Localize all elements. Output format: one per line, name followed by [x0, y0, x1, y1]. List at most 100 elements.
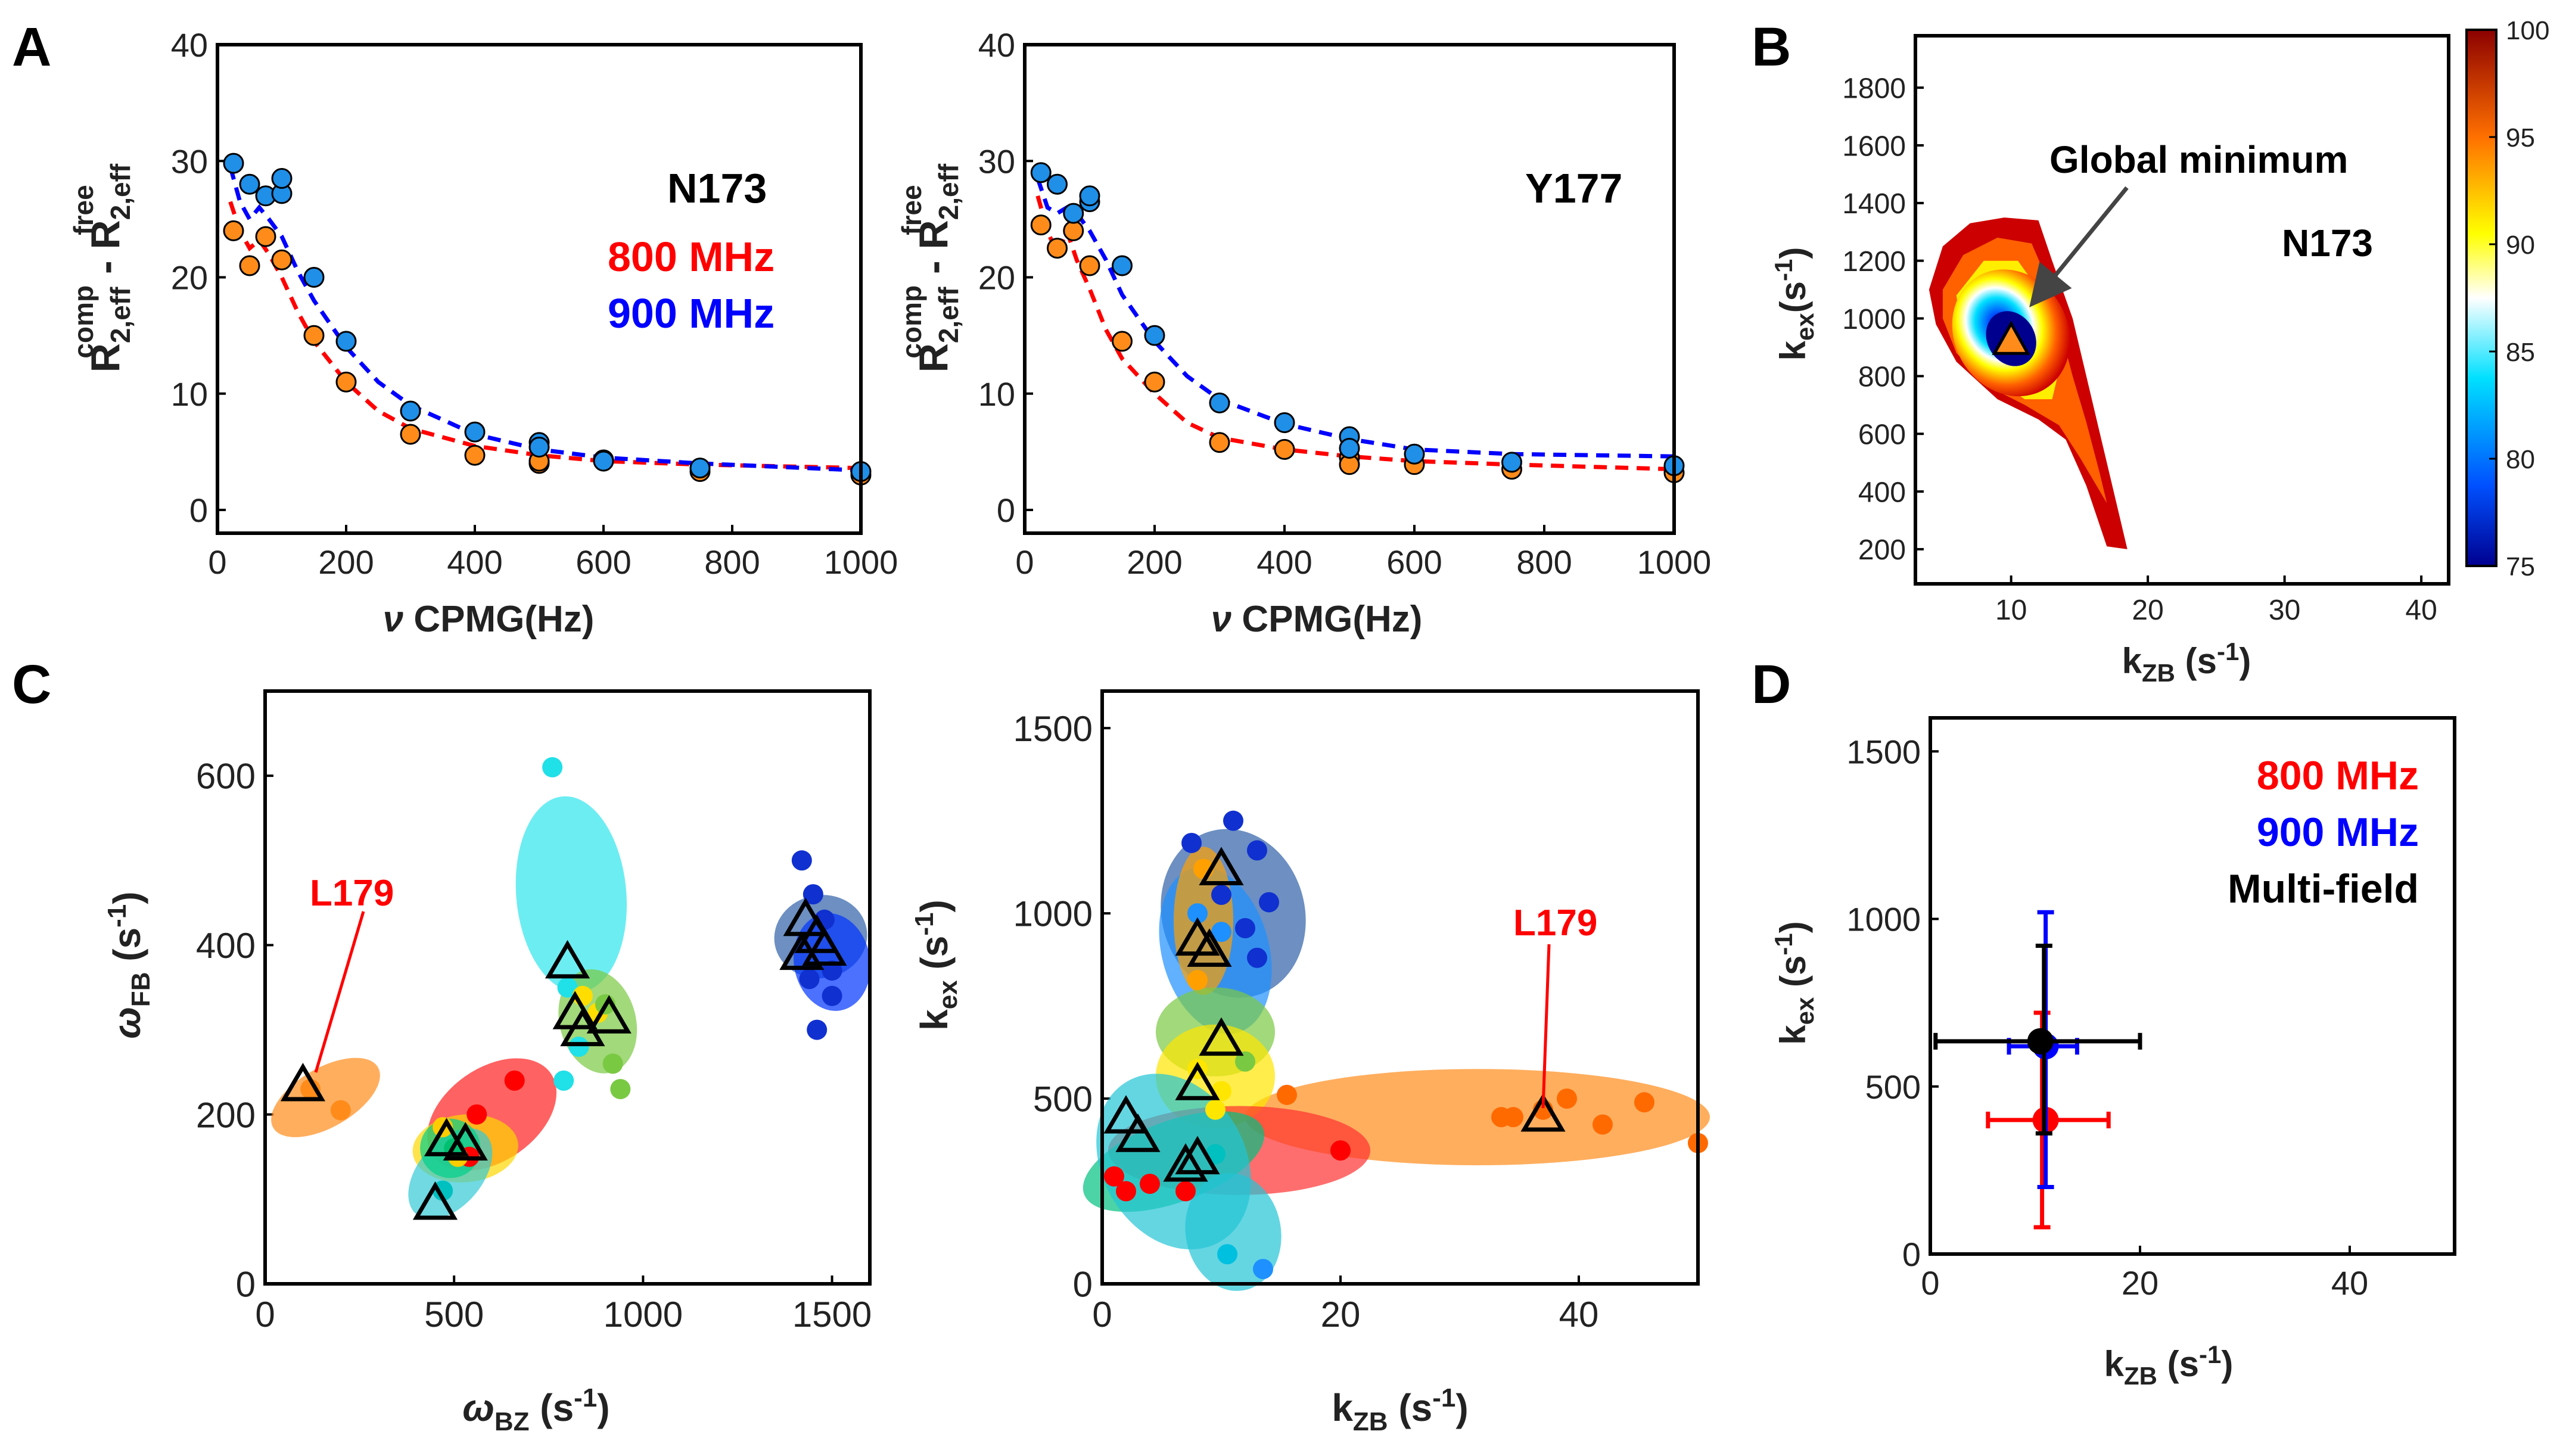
a1-residue-label: N173 [667, 165, 767, 211]
B-ytick-label-4: 1000 [1842, 304, 1906, 335]
C2-point-8 [1223, 810, 1243, 831]
C2-point-22 [1235, 1051, 1255, 1072]
A2-ytick-label-0: 0 [997, 491, 1015, 529]
C1-ytick-label-1: 200 [196, 1095, 256, 1135]
c1-l179-label: L179 [310, 873, 394, 914]
A2-point-1-12 [1501, 452, 1522, 473]
A1-point-0-3 [271, 249, 293, 270]
A2-point-1-8 [1274, 412, 1295, 434]
A1-point-1-1 [239, 173, 260, 195]
A1-point-1-7 [400, 400, 421, 422]
C2-point-5 [1491, 1107, 1511, 1128]
C2-point-20 [1205, 1099, 1226, 1120]
a1-legend-900: 900 MHz [608, 290, 775, 337]
B-xtick-label-2: 30 [2269, 595, 2300, 626]
b-ylabel: kex(s-1) [1769, 247, 1819, 361]
A1-xtick-label-3: 600 [576, 543, 631, 581]
C1-point-1 [300, 1079, 321, 1100]
C2-point-25 [1116, 1181, 1136, 1202]
C1-point-23 [807, 1019, 828, 1040]
C1-frame [263, 689, 872, 1286]
A2-point-0-4 [1112, 331, 1133, 352]
c2-xlabel: kZB (s-1) [1332, 1383, 1468, 1436]
C1-point-0 [330, 1100, 351, 1121]
C1-point-9 [542, 757, 563, 777]
A1-ytick-label-2: 20 [171, 259, 208, 297]
a2-xlabel: ν CPMG(Hz) [1211, 599, 1423, 640]
A1-point-1-4 [271, 168, 293, 189]
d-xlabel: kZB (s-1) [2104, 1340, 2234, 1390]
C1-triangle-0 [280, 1063, 326, 1102]
C1-point-24 [822, 985, 842, 1006]
A1-point-0-1 [239, 255, 260, 276]
A2-point-1-6 [1144, 325, 1165, 346]
C1-triangle-7 [586, 995, 632, 1034]
B-ytick-label-3: 800 [1858, 362, 1906, 393]
d-legend-800: 800 MHz [2257, 753, 2419, 798]
A1-point-0-4 [303, 325, 325, 346]
C2-point-9 [1247, 840, 1267, 861]
panel-label-d: D [1752, 654, 1791, 715]
A2-point-1-7 [1209, 392, 1230, 413]
c1-xlabel: ωBZ (s-1) [462, 1383, 609, 1436]
C1-point-3 [466, 1104, 487, 1125]
B-ytick-label-2: 600 [1858, 419, 1906, 450]
b-colorbar-label-2: 85 [2506, 338, 2535, 367]
A2-point-0-3 [1079, 255, 1100, 276]
A1-point-1-10 [528, 437, 550, 458]
C2-point-6 [1277, 1084, 1297, 1105]
C2-triangle-7 [1175, 1135, 1220, 1175]
B-xtick-label-1: 20 [2132, 595, 2163, 626]
C2-point-11 [1259, 892, 1279, 913]
A2-xtick-label-2: 400 [1256, 543, 1312, 581]
A1-fit-line-0 [228, 201, 861, 471]
C2-point-1 [1634, 1092, 1654, 1113]
plot-a-n173: 0 200 400 600 800 1000 0 10 20 30 40 [171, 26, 898, 581]
C1-xtick-label-2: 1000 [604, 1295, 683, 1334]
A1-xtick-label-1: 200 [318, 543, 374, 581]
C2-triangle-5 [1103, 1095, 1149, 1134]
C2-xtick-label-0: 0 [1092, 1295, 1112, 1334]
A2-point-1-4 [1079, 185, 1100, 207]
B-ytick-label-0: 200 [1858, 534, 1906, 566]
A2-point-1-11 [1404, 443, 1425, 465]
A1-xtick-label-4: 800 [704, 543, 760, 581]
C1-ytick-label-3: 600 [196, 757, 256, 797]
C2-ytick-label-1: 500 [1033, 1079, 1093, 1119]
D-ytick-label-3: 1500 [1846, 733, 1921, 770]
C2-triangle-2 [1187, 928, 1232, 967]
D-ytick-label-2: 1000 [1846, 901, 1921, 938]
A2-xtick-label-3: 600 [1386, 543, 1442, 581]
C2-xtick-label-1: 20 [1321, 1295, 1361, 1334]
B-ytick-label-6: 1400 [1842, 188, 1906, 220]
C2-triangle-6 [1115, 1113, 1161, 1152]
A1-point-0-6 [400, 424, 421, 445]
plot-c-rates: 0 20 40 0 500 1000 1500 [1013, 689, 1710, 1334]
b-global-minimum-label: Global minimum [2049, 138, 2348, 181]
c2-l179-pointer [1541, 944, 1551, 1109]
C1-triangle-4 [545, 939, 590, 979]
C1-triangle-3 [412, 1181, 458, 1220]
C2-triangle-4 [1175, 1062, 1220, 1100]
A2-xtick-label-4: 800 [1516, 543, 1572, 581]
c1-l179-pointer [314, 911, 365, 1073]
C1-point-18 [791, 850, 812, 871]
a1-xlabel: ν CPMG(Hz) [383, 599, 595, 640]
C1-ellipse-5 [515, 796, 627, 993]
A2-xtick-label-5: 1000 [1637, 543, 1712, 581]
B-xtick-label-3: 40 [2405, 595, 2437, 626]
B-ytick-label-1: 400 [1858, 477, 1906, 508]
A2-ytick-label-2: 20 [978, 259, 1015, 297]
panel-label-a: A [12, 17, 51, 77]
b-colorbar-label-0: 75 [2506, 552, 2535, 581]
d-ylabel: kex (s-1) [1769, 921, 1819, 1044]
C1-point-12 [568, 1037, 589, 1057]
C2-point-2 [1557, 1088, 1577, 1109]
b-colorbar [2465, 29, 2497, 567]
C2-ytick-label-3: 1500 [1013, 709, 1093, 749]
A2-ytick-label-1: 10 [978, 375, 1015, 413]
D-ytick-label-0: 0 [1902, 1236, 1921, 1273]
C1-point-7 [433, 1180, 453, 1201]
A1-point-1-8 [464, 421, 486, 443]
C1-ellipse-0 [271, 1057, 380, 1137]
